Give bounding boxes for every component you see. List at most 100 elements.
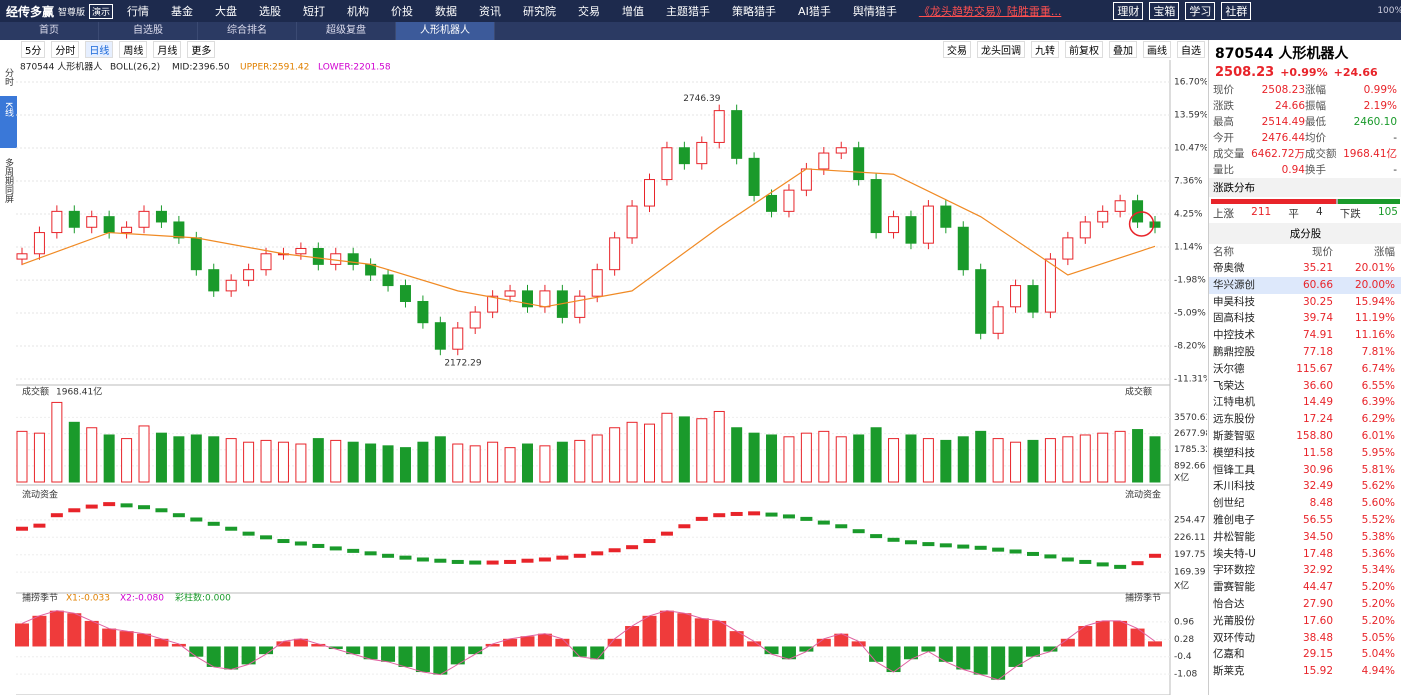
y-tick-label: 16.70%: [1174, 78, 1207, 88]
flow-mark: [399, 555, 412, 560]
stock-row[interactable]: 申昊科技 30.25 15.94%: [1209, 294, 1401, 311]
candle: [1044, 258, 1056, 313]
panel-title-right: 成交额: [1125, 386, 1152, 398]
menu-item[interactable]: AI猎手: [798, 5, 831, 18]
tab[interactable]: 超级复盘: [297, 22, 396, 40]
stock-row[interactable]: 埃夫特-U 17.48 5.36%: [1209, 546, 1401, 563]
tool[interactable]: 交易: [943, 40, 971, 58]
stock-row[interactable]: 模塑科技 11.58 5.95%: [1209, 445, 1401, 462]
menu-item[interactable]: 选股: [259, 5, 282, 18]
stock-row[interactable]: 固高科技 39.74 11.19%: [1209, 310, 1401, 327]
menu-item[interactable]: 研究院: [523, 5, 557, 18]
panel-title-right: 流动资金: [1125, 489, 1161, 501]
volume-bar: [696, 418, 708, 483]
stock-cell: 5.36%: [1361, 547, 1395, 560]
menu-item[interactable]: 短打: [303, 5, 326, 18]
stock-row[interactable]: 江特电机 14.49 6.39%: [1209, 394, 1401, 411]
menu-button[interactable]: 宝箱: [1149, 2, 1180, 20]
stock-cell: 斯莱克: [1213, 665, 1245, 678]
candle: [521, 290, 533, 308]
period[interactable]: 5分: [21, 40, 46, 58]
period[interactable]: 分时: [51, 40, 80, 58]
volume-bar: [399, 447, 411, 483]
menu-item[interactable]: 基金: [171, 5, 194, 18]
side-tab[interactable]: K线: [0, 96, 17, 148]
menu-item[interactable]: 策略猎手: [732, 5, 777, 18]
stock-cell: 20.01%: [1354, 262, 1395, 274]
stock-row[interactable]: 远东股份 17.24 6.29%: [1209, 411, 1401, 428]
tab[interactable]: 自选股: [99, 22, 198, 40]
stock-cell: 创世纪: [1213, 497, 1245, 510]
menu-item[interactable]: 行情: [127, 5, 150, 18]
stock-row[interactable]: 华兴源创 60.66 20.00%: [1209, 276, 1401, 294]
candle: [243, 269, 255, 281]
stock-row[interactable]: 帝奥微 35.21 20.01%: [1209, 260, 1401, 277]
stock-row[interactable]: 怡合达 27.90 5.20%: [1209, 596, 1401, 613]
side-tab[interactable]: 分时: [3, 68, 13, 86]
tab[interactable]: 首页: [0, 22, 99, 40]
tool[interactable]: 九转: [1031, 40, 1059, 58]
stock-row[interactable]: 恒锋工具 30.96 5.81%: [1209, 462, 1401, 479]
period[interactable]: 日线: [85, 40, 114, 58]
menu-item[interactable]: 数据: [435, 5, 458, 18]
menu-item[interactable]: 大盘: [215, 5, 238, 18]
stock-row[interactable]: 双环传动 38.48 5.05%: [1209, 630, 1401, 647]
tab[interactable]: 综合排名: [198, 22, 297, 40]
stock-row[interactable]: 飞荣达 36.60 6.55%: [1209, 378, 1401, 395]
menu-item[interactable]: 主题猎手: [666, 5, 711, 18]
stock-row[interactable]: 禾川科技 32.49 5.62%: [1209, 478, 1401, 495]
tool[interactable]: 叠加: [1109, 40, 1137, 58]
stock-row[interactable]: 井松智能 34.50 5.38%: [1209, 529, 1401, 546]
menu-item[interactable]: 舆情猎手: [852, 5, 897, 18]
quote-row: 涨跌 24.66振幅 2.19%: [1209, 98, 1401, 114]
period[interactable]: 更多: [187, 40, 216, 58]
menu-item[interactable]: 价投: [391, 5, 414, 18]
stock-row[interactable]: 宇环数控 32.92 5.34%: [1209, 562, 1401, 579]
volume-bar: [661, 412, 673, 483]
stock-cell: 38.48: [1302, 631, 1333, 644]
stock-row[interactable]: 中控技术 74.91 11.16%: [1209, 327, 1401, 344]
quote-cell: 2.19%: [1363, 100, 1397, 112]
candle: [644, 179, 656, 207]
y-tick-label: 169.39: [1174, 568, 1206, 578]
tool[interactable]: 自选: [1177, 40, 1205, 58]
tool[interactable]: 画线: [1143, 40, 1171, 58]
candle: [1010, 285, 1022, 308]
tab[interactable]: 人形机器人: [396, 22, 495, 40]
flow-mark: [748, 511, 761, 516]
period[interactable]: 周线: [119, 40, 148, 58]
candle: [138, 210, 150, 228]
stock-row[interactable]: 雷赛智能 44.47 5.20%: [1209, 579, 1401, 596]
stock-cell: 17.60: [1302, 614, 1333, 627]
menu-button[interactable]: 社群: [1221, 2, 1252, 20]
candle: [103, 216, 115, 234]
stock-row[interactable]: 沃尔德 115.67 6.74%: [1209, 361, 1401, 378]
stock-row[interactable]: 亿嘉和 29.15 5.04%: [1209, 646, 1401, 663]
stock-row[interactable]: 雅创电子 56.55 5.52%: [1209, 512, 1401, 529]
side-tab[interactable]: 多周期同屏: [3, 158, 13, 203]
y-tick-label: 226.11: [1174, 533, 1206, 543]
side-tabs: 分时 K线多周期同屏: [0, 62, 17, 213]
promo[interactable]: 《龙头趋势交易》陆胜雷重...: [918, 5, 1062, 18]
tool[interactable]: 前复权: [1065, 40, 1103, 58]
menu-item[interactable]: 交易: [578, 5, 601, 18]
menu-item[interactable]: 增值: [622, 5, 645, 18]
stock-row[interactable]: 光莆股份 17.60 5.20%: [1209, 613, 1401, 630]
tool[interactable]: 龙头回调: [977, 40, 1025, 58]
candle: [818, 152, 830, 170]
menu-button[interactable]: 学习: [1185, 2, 1216, 20]
osc-bar: [625, 626, 640, 647]
unit: X亿: [1174, 580, 1189, 592]
menu-item[interactable]: 资讯: [479, 5, 502, 18]
stock-row[interactable]: 鹏鼎控股 77.18 7.81%: [1209, 344, 1401, 361]
dist-item: 下跌: [1339, 208, 1361, 220]
stock-cell: 7.81%: [1361, 345, 1395, 358]
period[interactable]: 月线: [153, 40, 182, 58]
stock-row[interactable]: 斯莱克 15.92 4.94%: [1209, 663, 1401, 680]
demo[interactable]: 演示: [89, 3, 114, 19]
menu-button[interactable]: 理财: [1113, 2, 1144, 20]
stock-row[interactable]: 斯菱智驱 158.80 6.01%: [1209, 428, 1401, 445]
volume-bar: [922, 438, 934, 483]
menu-item[interactable]: 机构: [347, 5, 370, 18]
stock-row[interactable]: 创世纪 8.48 5.60%: [1209, 495, 1401, 512]
